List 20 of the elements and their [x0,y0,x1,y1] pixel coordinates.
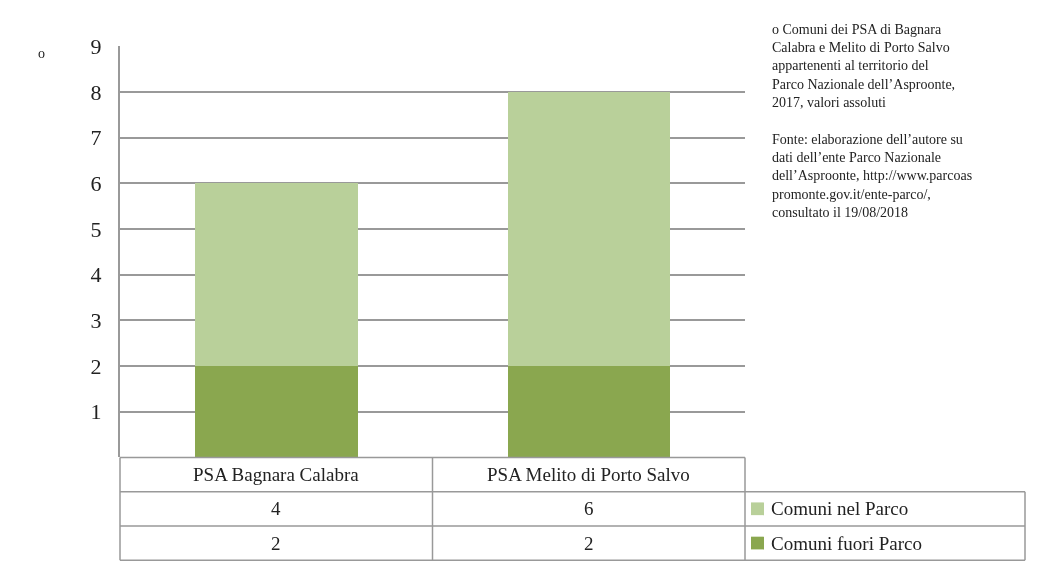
y-tick-label: 7 [90,125,102,151]
y-tick-label: 8 [90,79,102,105]
x-tick-label: PSA Melito di Porto Salvo [487,464,690,485]
data-label: 2 [584,533,594,554]
y-tick-label: 5 [90,216,102,242]
text: o Comuni dei PSA di Bagnara Calabra e Melito di Porto Salvo appartenenti al territorio del Parco Nazionale dell’Asproonte, 2017, valori assoluti [772,22,956,110]
text: o [38,46,45,61]
data-label: 6 [584,498,594,519]
y-tick-label: 3 [90,308,102,334]
source-note: Fonte: elaborazione dell’autore su dati dell’ente Parco Nazionale dell’Asproonte, http://www.parcoaspromonte.gov.it/ente-parco/, consultato il 19/08/2018 [772,132,973,220]
data-label: 2 [271,533,281,554]
y-tick-label: 2 [90,353,102,379]
y-tick-label: 6 [90,171,102,196]
y-tick-label: 9 [90,33,102,59]
data-label: 4 [271,498,281,519]
legend-label: Comuni nel Parco [771,498,909,519]
y-tick-label: 1 [90,399,102,425]
y-tick-label: 4 [90,262,102,288]
legend-label: Comuni fuori Parco [771,533,922,554]
x-tick-label: PSA Bagnara Calabra [193,464,360,485]
